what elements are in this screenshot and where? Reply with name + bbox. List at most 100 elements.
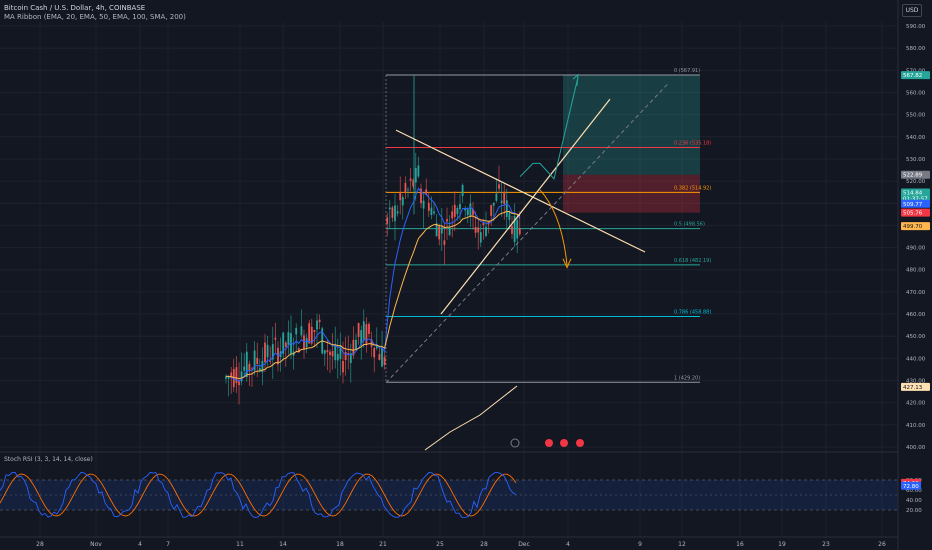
price-axis[interactable]: 400.00 410.00 420.00 430.00 440.00 450.00 460.…	[897, 0, 932, 550]
candle-body	[409, 178, 412, 181]
candle-body	[310, 326, 313, 344]
candle-body	[469, 203, 472, 217]
candle-body	[446, 218, 448, 222]
fib-label: 0.618 (482.19)	[674, 258, 711, 264]
candle-body	[316, 320, 318, 330]
dashed-channel-line	[385, 83, 669, 384]
candle-body	[308, 323, 311, 344]
price-tick: 450.00	[906, 334, 926, 340]
candle-body	[240, 371, 243, 382]
candle-body	[425, 189, 428, 195]
arrow-icon	[572, 73, 579, 86]
indicator-legend[interactable]: MA Ribbon (EMA, 20, EMA, 50, EMA, 100, S…	[4, 13, 186, 21]
loss-zone	[563, 174, 700, 213]
stoch-band	[0, 480, 898, 510]
time-tick: 26	[878, 541, 886, 548]
arrow-icon	[562, 258, 572, 269]
price-badge-text: 499.70	[903, 224, 923, 230]
candle-body	[508, 212, 511, 220]
candle-body	[230, 372, 233, 379]
time-tick: 21	[379, 541, 387, 548]
time-tick: 23	[822, 541, 830, 548]
fib-label: 0.382 (514.92)	[674, 185, 711, 191]
candle-body	[427, 202, 430, 211]
candle-body	[438, 225, 441, 240]
candle-body	[381, 347, 383, 367]
time-tick: 9	[638, 541, 642, 548]
symbol-title[interactable]: Bitcoin Cash / U.S. Dollar, 4h, COINBASE	[4, 4, 146, 12]
moving-averages	[225, 187, 521, 451]
candle-body	[238, 381, 240, 386]
price-tick: 580.00	[906, 46, 926, 52]
time-axis[interactable]: 28 Nov 4 7 11 14 18 21 25 28 Dec 4 9 12 16 19 23 26	[0, 536, 898, 548]
candle-body	[277, 347, 279, 365]
candle-body	[284, 342, 287, 348]
event-icons[interactable]	[510, 438, 584, 448]
candle-body	[357, 323, 360, 337]
time-tick: 11	[236, 541, 244, 548]
candle-body	[297, 348, 300, 353]
bullish-projection-path	[519, 76, 579, 180]
candle-body	[472, 209, 474, 215]
price-tick: 530.00	[906, 157, 926, 163]
grid	[0, 22, 898, 537]
candle-body	[479, 232, 482, 243]
candles	[225, 74, 521, 405]
time-tick: 28	[36, 541, 44, 548]
time-tick: 14	[279, 541, 287, 548]
fib-label: 0.236 (535.18)	[674, 140, 711, 146]
candle-body	[339, 345, 342, 360]
stoch-d-line	[0, 473, 517, 517]
candle-body	[253, 350, 256, 371]
stoch-value-badge	[901, 481, 921, 490]
candle-body	[396, 211, 399, 214]
time-tick: 19	[778, 541, 786, 548]
dividend-event-icon	[510, 438, 520, 448]
stoch-rsi-pane: Stoch RSI (3, 3, 14, 14, close)	[0, 456, 898, 518]
fib-label: 1 (429.20)	[674, 375, 700, 381]
candle-body	[440, 227, 443, 234]
candle-body	[300, 326, 303, 336]
candle-body	[329, 351, 331, 356]
candle-body	[318, 319, 321, 323]
candle-body	[383, 356, 386, 365]
price-tick: 430.00	[906, 379, 926, 385]
stoch-value-text: 72.80	[903, 484, 919, 490]
trend-drawings[interactable]	[385, 73, 669, 384]
candle-body	[232, 369, 235, 388]
time-tick: 4	[138, 541, 142, 548]
candle-body	[407, 189, 409, 191]
candle-body	[461, 184, 464, 197]
price-badge	[901, 208, 930, 217]
candle-body	[235, 367, 238, 384]
candle-body	[349, 353, 352, 363]
price-tick: 560.00	[906, 90, 926, 96]
candle-body	[355, 339, 357, 351]
candle-body	[433, 211, 435, 214]
candle-body	[274, 337, 277, 340]
price-tick: 520.00	[906, 179, 926, 185]
candle-body	[420, 188, 422, 204]
time-tick: 25	[436, 541, 444, 548]
candle-body	[269, 361, 272, 362]
price-badge	[901, 170, 930, 179]
candle-body	[313, 330, 316, 332]
long-position-tool[interactable]	[563, 75, 700, 213]
candle-body	[516, 219, 519, 239]
price-tick: 410.00	[906, 423, 926, 429]
candle-body	[261, 360, 264, 373]
price-tick: 440.00	[906, 356, 926, 362]
ema-50-line	[226, 211, 521, 380]
candle-body	[243, 366, 246, 371]
currency-button[interactable]: USD	[902, 4, 922, 17]
ascending-trendline	[440, 98, 611, 315]
candle-body	[459, 203, 461, 210]
economic-event-icon	[560, 439, 568, 447]
price-tick: 470.00	[906, 290, 926, 296]
candle-body	[290, 333, 292, 354]
price-badge-text: 427.13	[903, 385, 923, 391]
price-badge-text: 509.77	[903, 202, 923, 208]
price-badge	[901, 199, 930, 208]
candle-body	[448, 227, 451, 236]
